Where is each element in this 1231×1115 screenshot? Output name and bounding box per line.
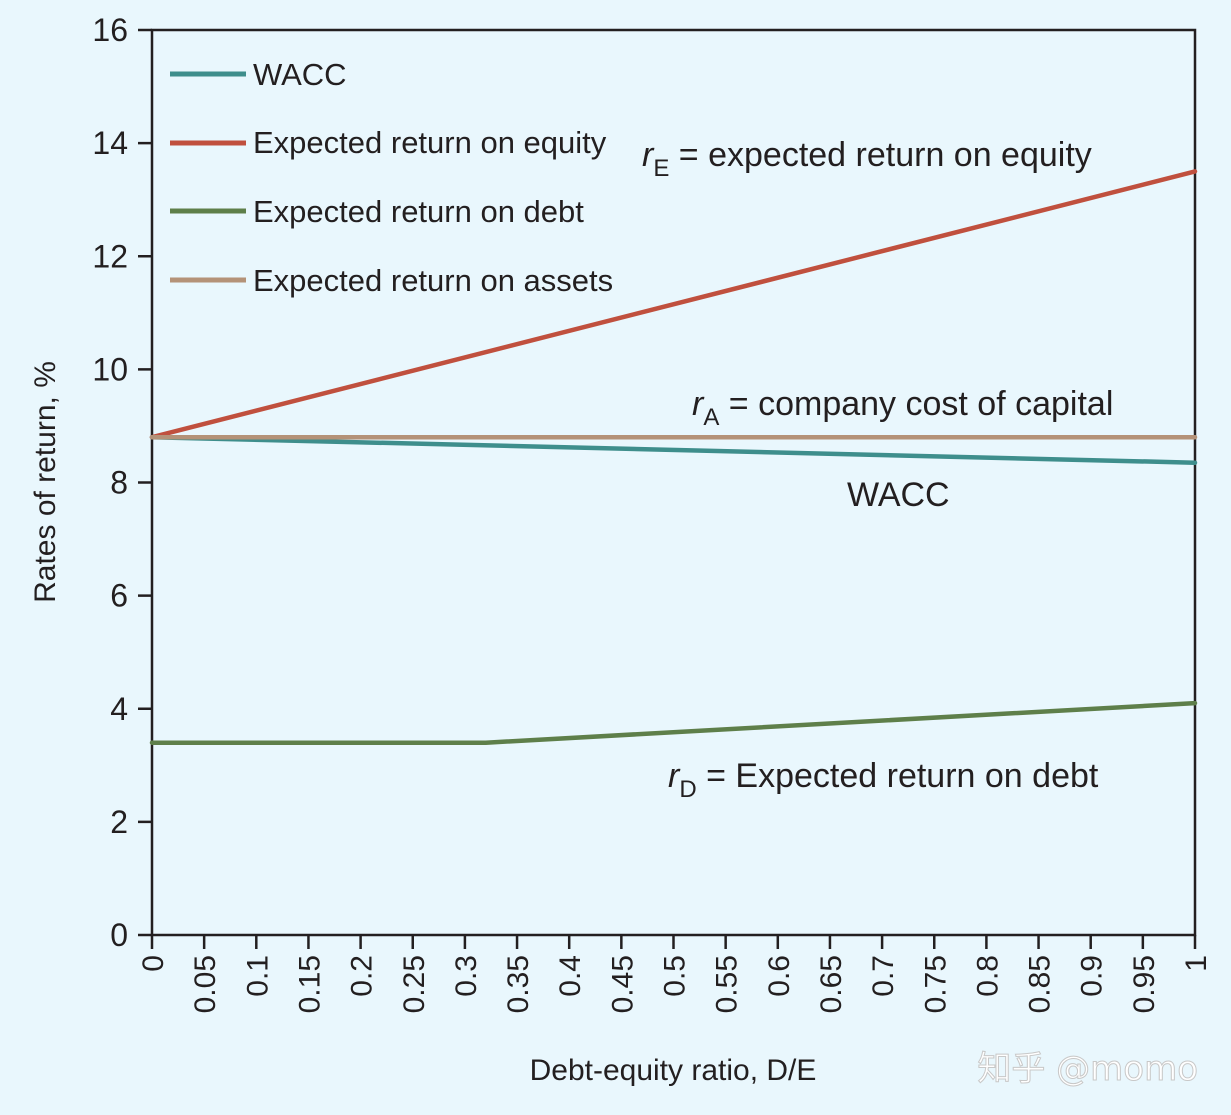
y-tick-label: 2 bbox=[110, 804, 128, 840]
plot-area bbox=[150, 28, 1197, 937]
annotation-assets-symbol: r bbox=[692, 385, 705, 423]
x-tick-label: 0.85 bbox=[1024, 955, 1057, 1013]
y-tick-label: 16 bbox=[92, 12, 128, 48]
series-line-debt bbox=[149, 700, 1198, 745]
y-tick-label: 12 bbox=[92, 238, 128, 274]
x-tick-label: 0.15 bbox=[293, 955, 326, 1013]
y-tick-label: 10 bbox=[92, 351, 128, 387]
x-tick-label: 0.3 bbox=[450, 955, 483, 997]
legend: WACC Expected return on equity Expected … bbox=[170, 57, 613, 298]
x-tick-label: 0.95 bbox=[1128, 955, 1161, 1013]
annotation-assets: rA = company cost of capital bbox=[692, 385, 1113, 431]
x-tick-label: 0.75 bbox=[919, 955, 952, 1013]
x-tick-label: 0.65 bbox=[815, 955, 848, 1013]
y-tick-label: 14 bbox=[92, 125, 128, 161]
x-tick-label: 0.25 bbox=[398, 955, 431, 1013]
legend-label-debt: Expected return on debt bbox=[253, 194, 584, 229]
series-line-equity bbox=[149, 169, 1198, 440]
series-line-wacc bbox=[149, 434, 1198, 465]
x-tick-label: 0.8 bbox=[971, 955, 1004, 997]
y-axis-label: Rates of return, % bbox=[29, 361, 62, 603]
y-tick-label: 4 bbox=[110, 691, 128, 727]
x-tick-label: 0.05 bbox=[189, 955, 222, 1013]
x-tick-label: 0.7 bbox=[867, 955, 900, 997]
y-tick-label: 0 bbox=[110, 917, 128, 953]
x-axis-label: Debt-equity ratio, D/E bbox=[530, 1054, 817, 1087]
watermark: 知乎 @momo bbox=[977, 1049, 1198, 1089]
x-tick-label: 0.55 bbox=[711, 955, 744, 1013]
legend-label-wacc: WACC bbox=[253, 57, 347, 92]
x-tick-label: 0.35 bbox=[502, 955, 535, 1013]
x-tick-label: 0.6 bbox=[763, 955, 796, 997]
annotation-assets-text: = company cost of capital bbox=[719, 385, 1113, 423]
x-tick-label: 0.9 bbox=[1076, 955, 1109, 997]
x-tick-label: 0.4 bbox=[554, 955, 587, 997]
x-tick-label: 0.1 bbox=[241, 955, 274, 997]
legend-label-assets: Expected return on assets bbox=[253, 263, 613, 298]
annotation-equity-subscript: E bbox=[653, 155, 669, 182]
y-tick-label: 6 bbox=[110, 578, 128, 614]
annotation-equity: rE = expected return on equity bbox=[642, 136, 1092, 182]
annotation-debt-subscript: D bbox=[679, 776, 696, 803]
x-tick-label: 0.2 bbox=[346, 955, 379, 997]
annotation-debt: rD = Expected return on debt bbox=[668, 757, 1099, 803]
annotation-equity-text: = expected return on equity bbox=[669, 136, 1091, 174]
annotation-debt-symbol: r bbox=[668, 757, 681, 795]
annotation-equity-symbol: r bbox=[642, 136, 655, 174]
y-tick-label: 8 bbox=[110, 465, 128, 501]
annotation-wacc: WACC bbox=[847, 476, 950, 514]
x-tick-label: 0 bbox=[137, 955, 170, 972]
annotation-debt-text: = Expected return on debt bbox=[697, 757, 1099, 795]
legend-label-equity: Expected return on equity bbox=[253, 125, 607, 160]
x-tick-label: 1 bbox=[1180, 955, 1213, 972]
x-tick-label: 0.45 bbox=[606, 955, 639, 1013]
x-tick-label: 0.5 bbox=[659, 955, 692, 997]
annotation-assets-subscript: A bbox=[703, 404, 719, 431]
